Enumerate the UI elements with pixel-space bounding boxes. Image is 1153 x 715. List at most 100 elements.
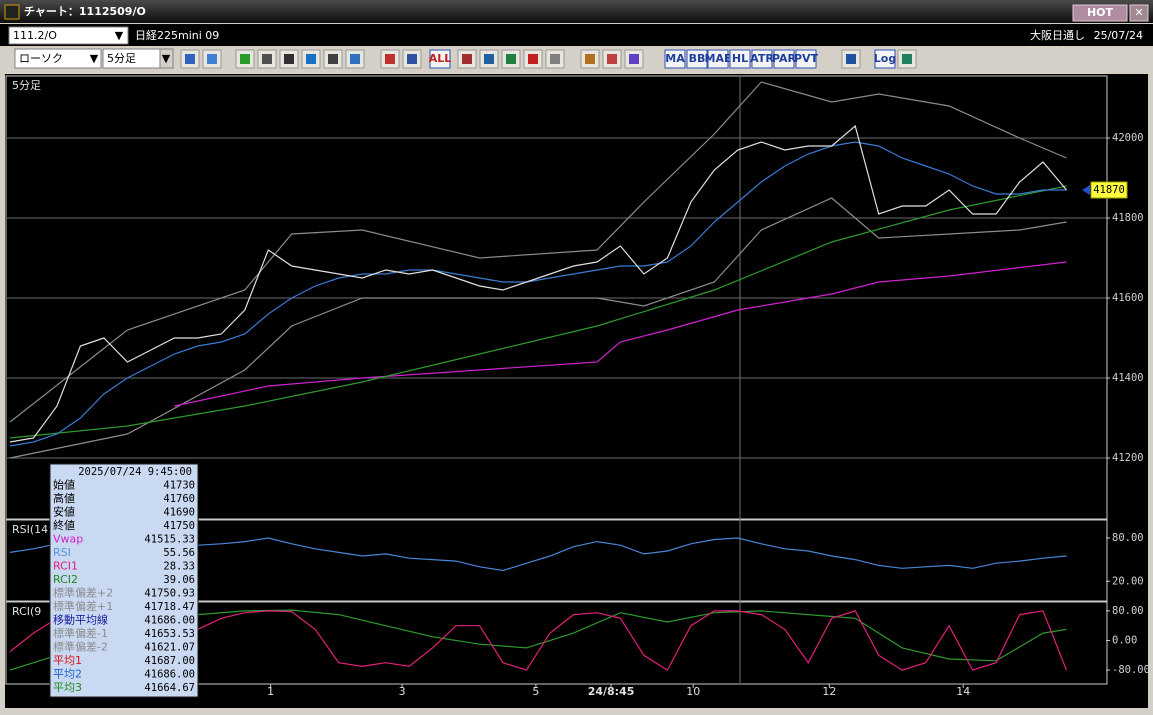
window-title: チャート：1112509/O <box>24 5 146 18</box>
info-value: 41718.47 <box>144 601 195 613</box>
y-tick-label: 41600 <box>1112 292 1144 304</box>
y-tick-label: 41400 <box>1112 372 1144 384</box>
info-label: 終値 <box>53 518 75 532</box>
y-tick-label: 41800 <box>1112 212 1144 224</box>
tool-icon[interactable] <box>207 54 217 64</box>
y-tick-label: 80.00 <box>1112 532 1144 544</box>
info-label: 平均3 <box>53 681 82 694</box>
symbol-select[interactable] <box>8 26 129 45</box>
info-label: RSI <box>53 546 71 559</box>
symbol[interactable]: 111.2/O <box>13 29 57 42</box>
tool-icon[interactable] <box>528 54 538 64</box>
series-line <box>9 197 1067 459</box>
tool-button[interactable] <box>686 49 708 69</box>
tool-button-label[interactable]: ATR <box>750 52 774 65</box>
info-label: RCI2 <box>53 573 78 586</box>
panel-title: 5分足 <box>12 79 41 92</box>
tool-button[interactable] <box>729 49 751 69</box>
y-tick-label: 42000 <box>1112 132 1144 144</box>
info-value: 41686.00 <box>144 615 195 627</box>
hot-button[interactable] <box>1072 4 1128 22</box>
tool-button-label[interactable]: MAE <box>705 52 732 65</box>
tool-button-label[interactable]: HL <box>732 52 748 65</box>
tool-icon[interactable] <box>306 54 316 64</box>
price-label: 41870 <box>1093 184 1125 196</box>
tool-icon[interactable] <box>902 54 912 64</box>
hot-label[interactable]: HOT <box>1087 6 1114 19</box>
y-tick-label: 41200 <box>1112 452 1144 464</box>
dropdown-arrow[interactable]: ▼ <box>115 29 124 42</box>
info-label: 安値 <box>53 505 75 519</box>
tool-button[interactable] <box>707 49 729 69</box>
y-tick-label: -80.00 <box>1112 664 1150 676</box>
tool-icon[interactable] <box>585 54 595 64</box>
tool-icon[interactable] <box>185 54 195 64</box>
tool-icon[interactable] <box>462 54 472 64</box>
tool-button[interactable] <box>795 49 817 69</box>
x-tick-label: 3 <box>399 685 406 698</box>
tool-icon[interactable] <box>407 54 417 64</box>
close-button[interactable] <box>1129 4 1149 22</box>
chart-style[interactable]: ローソク <box>19 52 63 65</box>
tool-icon[interactable] <box>506 54 516 64</box>
tool-button-label[interactable]: MA <box>665 52 685 65</box>
chart-style-select[interactable] <box>14 48 102 69</box>
info-label: 平均2 <box>53 668 82 681</box>
tool-button[interactable] <box>773 49 795 69</box>
tool-button[interactable] <box>429 49 451 69</box>
tool-icon[interactable] <box>262 54 272 64</box>
info-label: 標準偏差+2 <box>53 586 113 600</box>
series-line <box>9 141 1067 447</box>
rsi-panel <box>5 519 1108 602</box>
market: 大阪日通し <box>1030 28 1085 42</box>
info-label: Vwap <box>53 533 83 546</box>
app-icon <box>4 4 20 20</box>
x-tick-label: 1 <box>267 685 274 698</box>
tool-button-label[interactable]: BB <box>689 52 706 65</box>
price-box <box>1090 181 1128 199</box>
info-label: 高値 <box>53 491 75 505</box>
tool-button[interactable] <box>874 49 896 69</box>
info-label: 標準偏差-1 <box>53 626 108 640</box>
info-datetime: 2025/07/24 9:45:00 <box>78 466 192 478</box>
interval[interactable]: 5分足 <box>107 52 136 65</box>
y-tick-label: 20.00 <box>1112 575 1144 587</box>
tool-icon[interactable] <box>328 54 338 64</box>
tool-icon[interactable] <box>550 54 560 64</box>
info-value: 55.56 <box>163 547 195 559</box>
dropdown-arrow[interactable]: ▼ <box>162 52 171 65</box>
tool-icon[interactable] <box>607 54 617 64</box>
tool-icon[interactable] <box>484 54 494 64</box>
info-label: 標準偏差-2 <box>53 640 108 654</box>
tool-button[interactable] <box>664 49 686 69</box>
panel-title: RSI(14 <box>12 523 48 536</box>
info-value: 41664.67 <box>144 682 195 694</box>
info-value: 41687.00 <box>144 655 195 667</box>
tool-button-label[interactable]: Log <box>874 52 896 65</box>
info-rows: 始値 41730 高値 41760 安値 41690 終値 41750 Vwap 41515.33… <box>53 478 195 695</box>
tool-button-label[interactable]: ALL <box>429 52 452 65</box>
tool-button[interactable] <box>751 49 773 69</box>
info-value: 28.33 <box>163 561 195 573</box>
info-value: 41690 <box>163 507 195 519</box>
series-line <box>9 185 1067 439</box>
price-arrow <box>1082 185 1090 195</box>
tool-button-label[interactable]: PAR <box>772 52 797 65</box>
tool-icon[interactable] <box>629 54 639 64</box>
rci-panel <box>5 601 1108 685</box>
tool-icon[interactable] <box>284 54 294 64</box>
info-value: 41750 <box>163 520 195 532</box>
tool-icon[interactable] <box>350 54 360 64</box>
close-icon[interactable]: ✕ <box>1134 6 1143 19</box>
dropdown-arrow[interactable]: ▼ <box>90 52 99 65</box>
tool-icon[interactable] <box>385 54 395 64</box>
symbol-bar <box>0 24 1153 46</box>
dropdown-button[interactable] <box>159 48 174 69</box>
tool-icon[interactable] <box>846 54 856 64</box>
tool-icon[interactable] <box>240 54 250 64</box>
info-label: 移動平均線 <box>53 613 108 627</box>
x-tick-label: 24/8:45 <box>588 685 635 698</box>
tool-button-label[interactable]: PVT <box>794 52 819 65</box>
